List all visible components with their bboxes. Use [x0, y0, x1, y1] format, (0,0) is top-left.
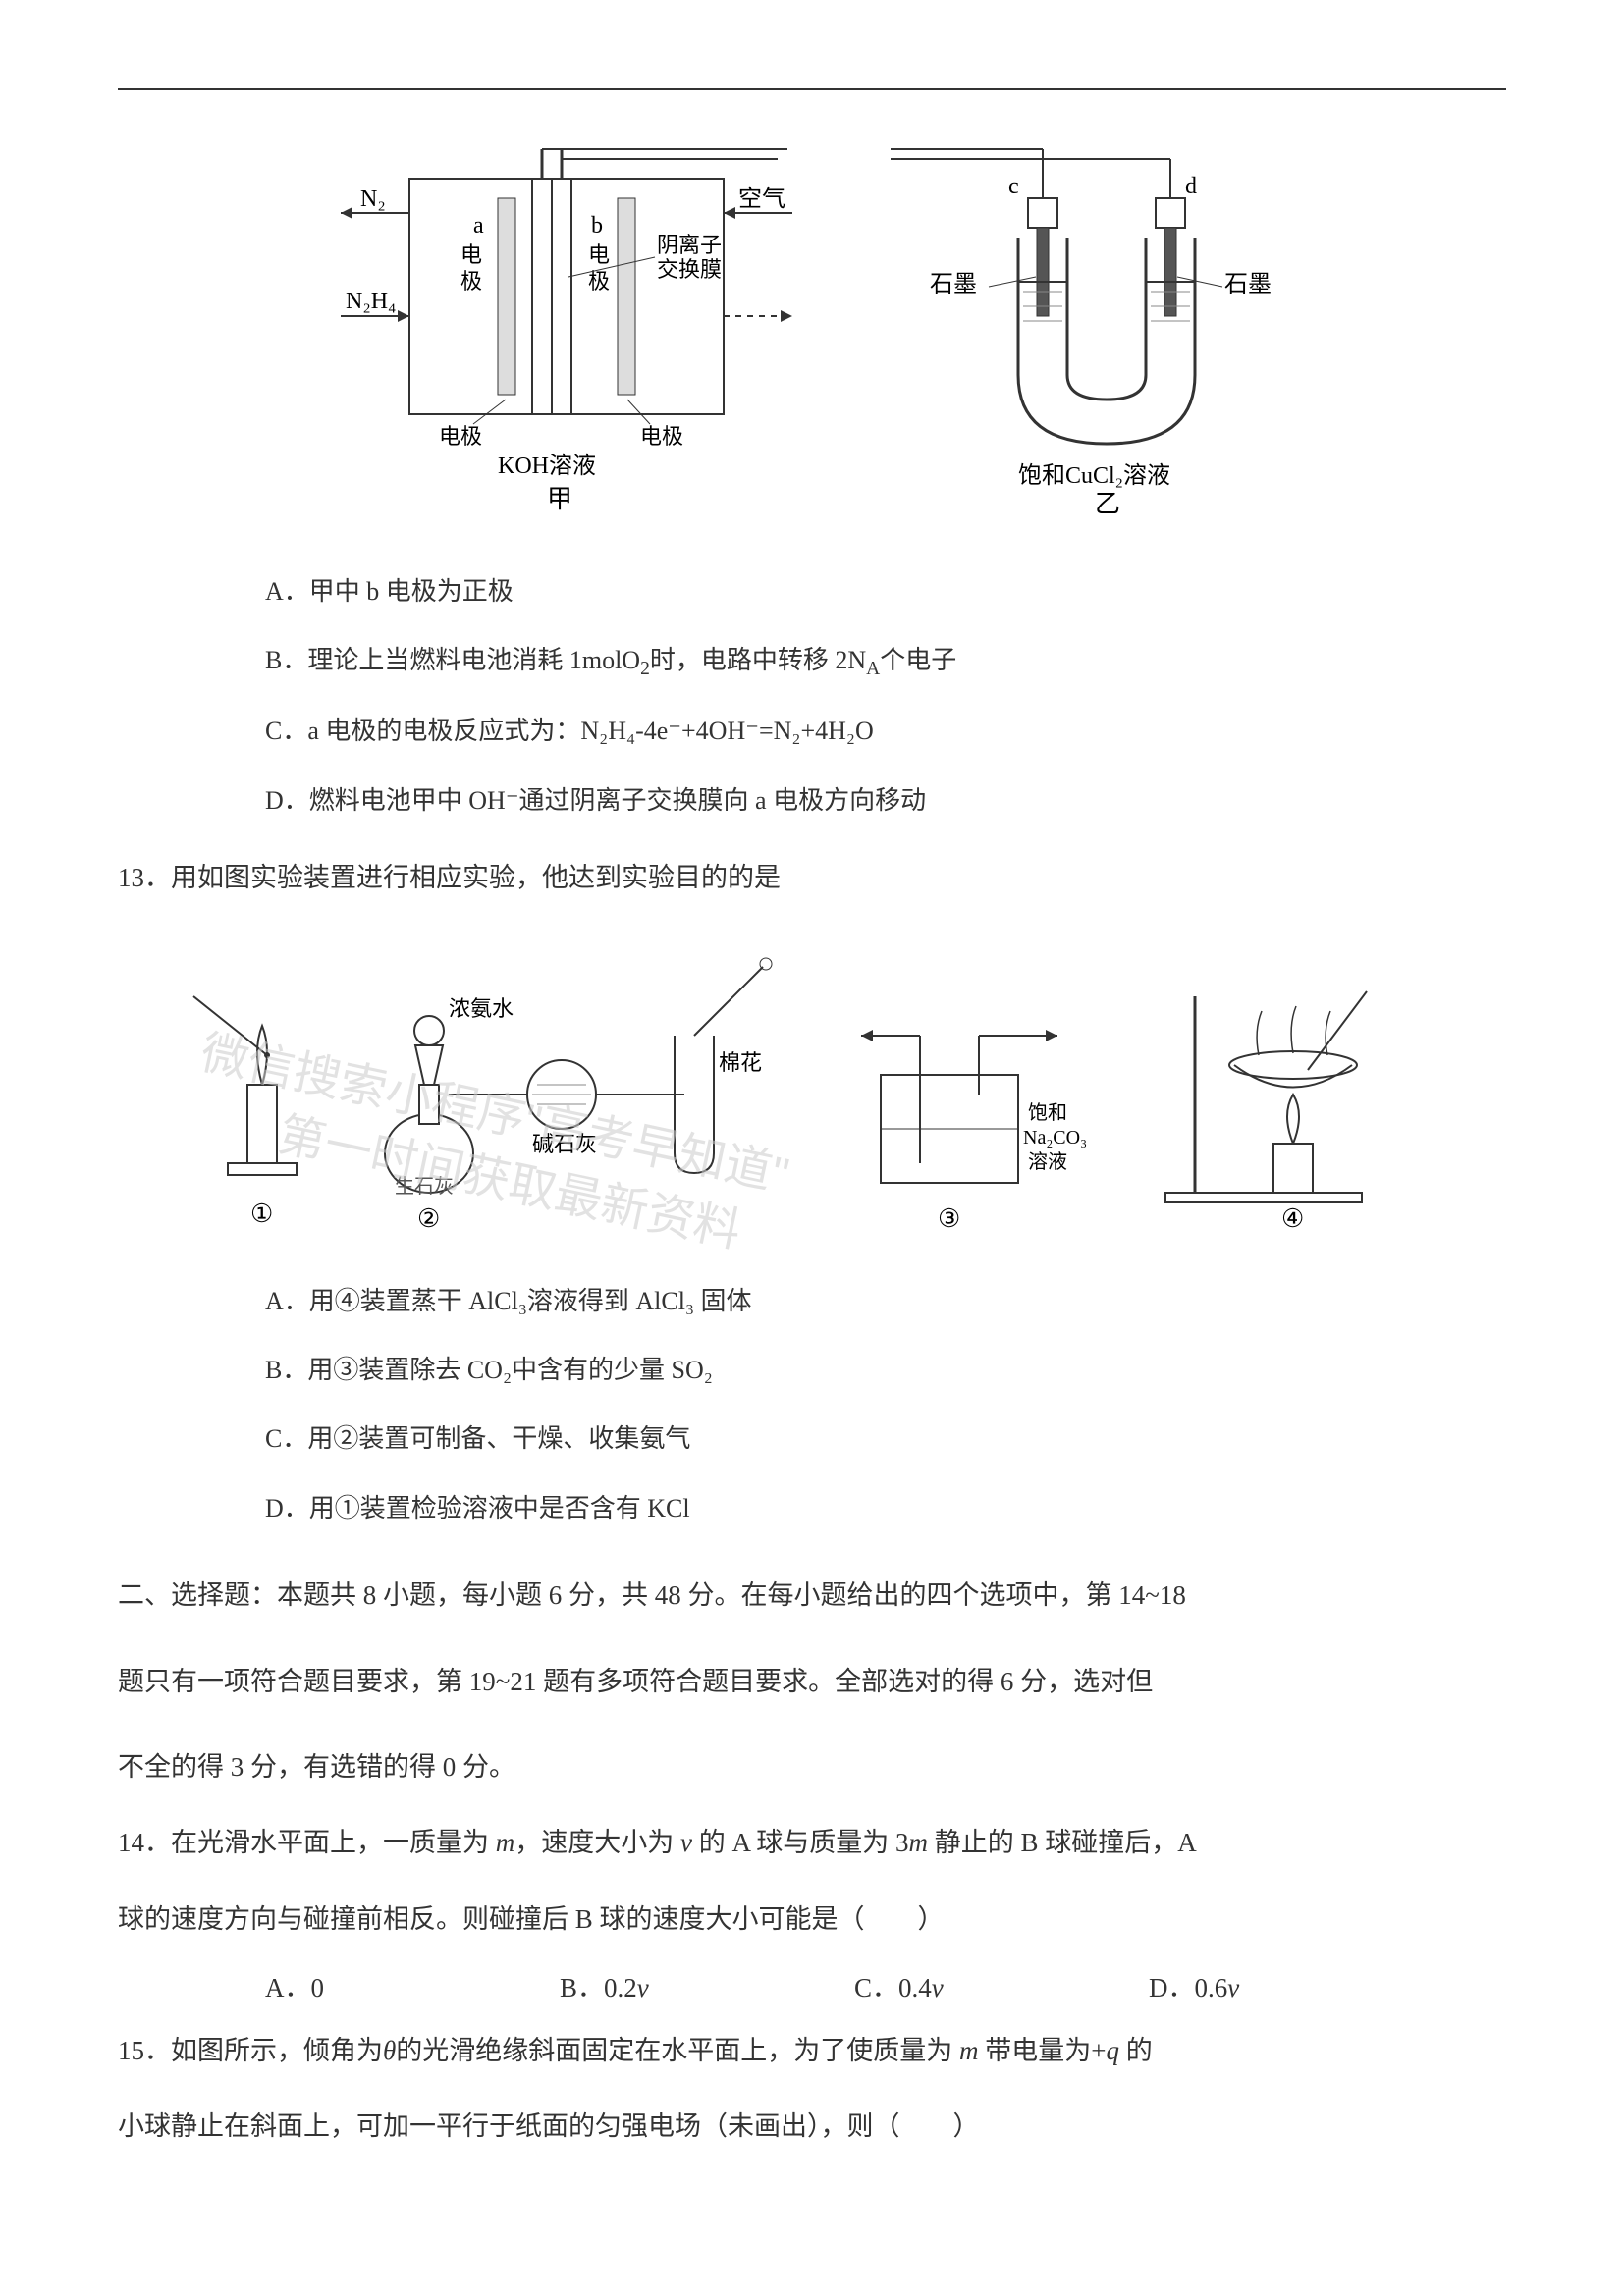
cucl2-label: 饱和CuCl₂溶液 — [1018, 462, 1170, 489]
air-label: 空气 — [738, 186, 785, 212]
q13-option-b: B．用③装置除去 CO₂中含有的少量 SO₂ — [265, 1340, 1506, 1401]
svg-text:③: ③ — [938, 1204, 960, 1233]
q14-l1d: 静止的 B 球碰撞后，A — [928, 1828, 1197, 1857]
top-rule — [118, 88, 1506, 90]
section2-p3: 不全的得 3 分，有选错的得 0 分。 — [118, 1738, 1506, 1796]
q12b-prefix: B．理论上当燃料电池消耗 1molO — [265, 646, 640, 674]
q14-line2: 球的速度方向与碰撞前相反。则碰撞后 B 球的速度大小可能是（ ） — [118, 1891, 1506, 1949]
q14-l1c: 的 A 球与质量为 3 — [692, 1828, 909, 1857]
fuel-cell-diagram: N₂ N₂H₄ 空气 a 电 极 b 电 极 阴离子 交换膜 — [301, 120, 812, 532]
koh-label: KOH溶液 — [498, 453, 596, 479]
q14b-v: v — [637, 1973, 649, 2002]
membrane-label1: 阴离子 — [657, 233, 722, 257]
q14b-pre: B．0.2 — [560, 1973, 637, 2002]
graphite-left: 石墨 — [930, 272, 977, 297]
q15-l1b: 的光滑绝缘斜面固定在水平面上，为了使质量为 — [396, 2036, 959, 2065]
graphite-right: 石墨 — [1224, 272, 1272, 297]
jia-label: 甲 — [547, 485, 572, 513]
a-electrode-word: 电 — [460, 242, 482, 267]
q14-opt-d: D．0.6v — [1149, 1966, 1443, 2004]
q14-v1: v — [680, 1828, 692, 1857]
section2-p1: 二、选择题：本题共 8 小题，每小题 6 分，共 48 分。在每小题给出的四个选… — [118, 1567, 1506, 1625]
q14c-pre: C．0.4 — [854, 1973, 932, 2002]
q15-l1c: 带电量为+ — [979, 2036, 1107, 2065]
q12-options: A．甲中 b 电极为正极 B．理论上当燃料电池消耗 1molO2时，电路中转移 … — [265, 561, 1506, 831]
exam-page: N₂ N₂H₄ 空气 a 电 极 b 电 极 阴离子 交换膜 — [0, 0, 1624, 2296]
apparatus-4: ④ — [1165, 991, 1367, 1233]
q14-opt-a: A．0 — [265, 1966, 560, 2004]
apparatus-2: 浓氨水 生石灰 碱石灰 棉花 — [385, 958, 772, 1233]
b-electrode-word: 电 — [588, 242, 610, 267]
svg-text:棉花: 棉花 — [719, 1050, 762, 1075]
q15-l1d: 的 — [1119, 2036, 1153, 2065]
n2h4-label: N₂H₄ — [346, 289, 396, 314]
a-label: a — [473, 213, 484, 239]
q15-q: q — [1107, 2036, 1120, 2065]
q13-stem: 13．用如图实验装置进行相应实验，他达到实验目的的是 — [118, 849, 1506, 907]
svg-text:④: ④ — [1281, 1204, 1304, 1233]
q13-option-d: D．用①装置检验溶液中是否含有 KCl — [265, 1478, 1506, 1539]
q14-m2: m — [909, 1828, 929, 1857]
b-electrode-word2: 极 — [588, 269, 610, 294]
q14-l1a: 14．在光滑水平面上，一质量为 — [118, 1828, 496, 1857]
q14-line1: 14．在光滑水平面上，一质量为 m，速度大小为 v 的 A 球与质量为 3m 静… — [118, 1814, 1506, 1872]
membrane-label2: 交换膜 — [657, 257, 722, 282]
q12-option-a: A．甲中 b 电极为正极 — [265, 561, 1506, 622]
q12b-mid: 时，电路中转移 2N — [650, 646, 866, 674]
b-label: b — [591, 213, 603, 239]
svg-text:②: ② — [417, 1204, 440, 1233]
q15-l1a: 15．如图所示，倾角为 — [118, 2036, 383, 2065]
q13-options: A．用④装置蒸干 AlCl₃溶液得到 AlCl₃ 固体 B．用③装置除去 CO₂… — [265, 1271, 1506, 1540]
q12b-suffix: 个电子 — [880, 646, 956, 674]
q12-option-b: B．理论上当燃料电池消耗 1molO2时，电路中转移 2NA个电子 — [265, 630, 1506, 693]
d-label: d — [1185, 174, 1197, 199]
a-electrode-word2: 极 — [460, 269, 482, 294]
q15-line2: 小球静止在斜面上，可加一平行于纸面的匀强电场（未画出），则（ ） — [118, 2098, 1506, 2156]
q14-opt-c: C．0.4v — [854, 1966, 1149, 2004]
c-label: c — [1008, 174, 1019, 199]
section2-p2: 题只有一项符合题目要求，第 19~21 题有多项符合题目要求。全部选对的得 6 … — [118, 1653, 1506, 1711]
q13-option-a: A．用④装置蒸干 AlCl₃溶液得到 AlCl₃ 固体 — [265, 1271, 1506, 1332]
q14d-v: v — [1227, 1973, 1239, 2002]
svg-text:Na₂CO₃: Na₂CO₃ — [1023, 1127, 1087, 1148]
apparatus-3: 饱和 Na₂CO₃ 溶液 ③ — [861, 1030, 1087, 1233]
apparatus-1: ① — [193, 996, 297, 1228]
svg-text:生石灰: 生石灰 — [395, 1175, 454, 1198]
svg-text:碱石灰: 碱石灰 — [532, 1132, 597, 1156]
q13-option-c: C．用②装置可制备、干燥、收集氨气 — [265, 1409, 1506, 1469]
q14-l1b: ，速度大小为 — [514, 1828, 680, 1857]
exp-apparatus-diagram: ① 浓氨水 生石灰 — [174, 937, 1450, 1252]
q12c-prefix: C．a 电极的电极反应式为：N — [265, 717, 599, 745]
q14d-pre: D．0.6 — [1149, 1973, 1227, 2002]
q15-line1: 15．如图所示，倾角为θ的光滑绝缘斜面固定在水平面上，为了使质量为 m 带电量为… — [118, 2022, 1506, 2080]
q14-options: A．0 B．0.2v C．0.4v D．0.6v — [265, 1966, 1506, 2004]
q14-m1: m — [496, 1828, 515, 1857]
q12-option-d: D．燃料电池甲中 OH⁻通过阴离子交换膜向 a 电极方向移动 — [265, 771, 1506, 831]
q12b-sub: 2 — [640, 660, 650, 680]
svg-text:浓氨水: 浓氨水 — [449, 996, 514, 1021]
exp-diagram-row: 微信搜索小程序"高考早知道" 第一时间获取最新资料 ① 浓氨水 — [118, 937, 1506, 1252]
diagram-row-1: N₂ N₂H₄ 空气 a 电 极 b 电 极 阴离子 交换膜 — [118, 120, 1506, 532]
q12-option-c: C．a 电极的电极反应式为：N₂H₄-4e⁻+4OH⁻=N₂+4H₂O — [265, 701, 1506, 762]
svg-text:①: ① — [250, 1200, 273, 1228]
bottom-electrode-right: 电极 — [640, 424, 683, 449]
q15-m: m — [959, 2036, 979, 2065]
q15-theta: θ — [383, 2036, 396, 2065]
svg-text:饱和: 饱和 — [1028, 1101, 1067, 1124]
q14c-v: v — [932, 1973, 944, 2002]
bottom-electrode-left: 电极 — [439, 424, 482, 449]
q12c-rest: ₂H₄-4e⁻+4OH⁻=N₂+4H₂O — [599, 717, 874, 745]
n2-label: N₂ — [360, 187, 386, 212]
yi-label: 乙 — [1095, 490, 1120, 518]
q14-opt-b: B．0.2v — [560, 1966, 854, 2004]
svg-text:溶液: 溶液 — [1028, 1150, 1067, 1173]
q12b-sub2: A — [866, 660, 880, 680]
u-tube-diagram: c d 石墨 — [891, 120, 1323, 532]
